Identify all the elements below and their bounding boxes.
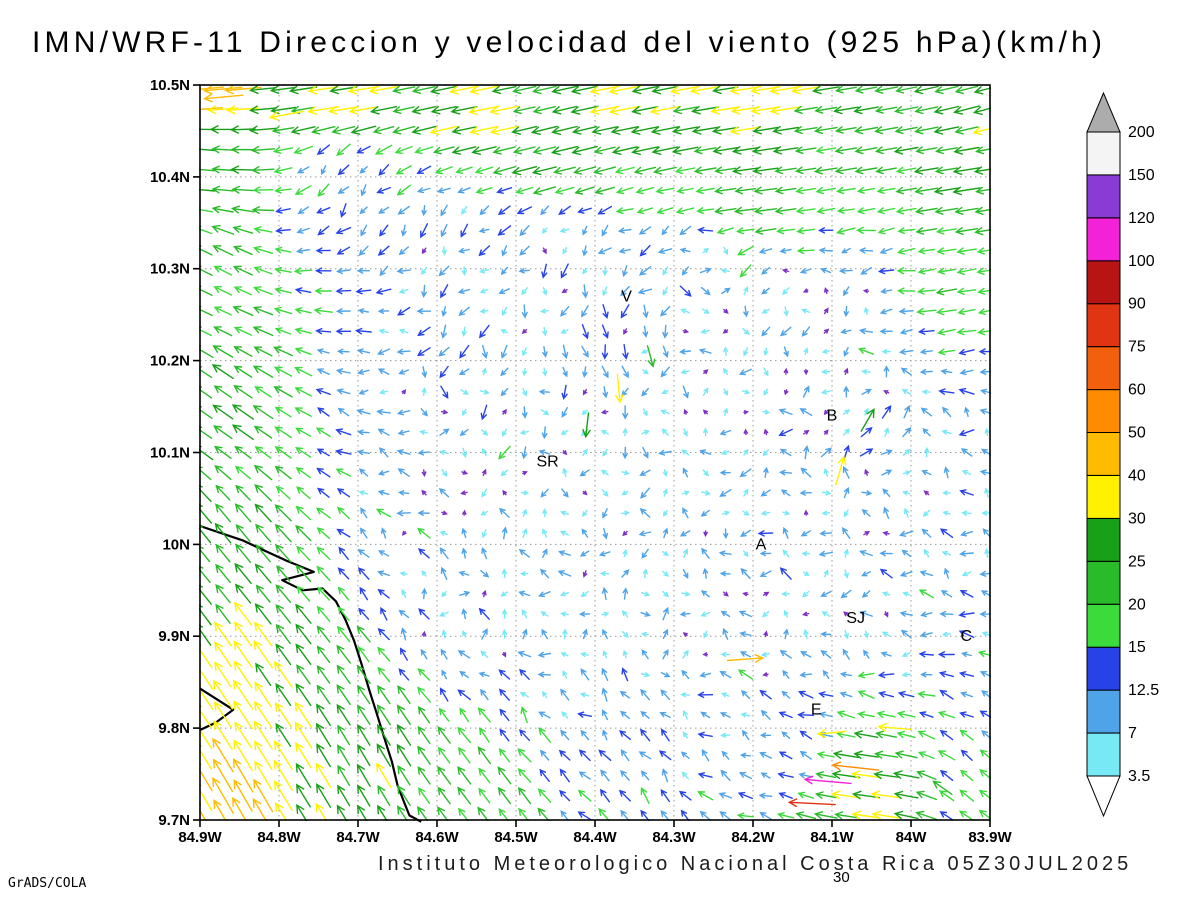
- colorbar-box: [1086, 174, 1121, 219]
- colorbar-box: [1086, 131, 1121, 176]
- colorbar-tick-label: 75: [1128, 339, 1146, 356]
- plot-title: IMN/WRF-11 Direccion y velocidad del vie…: [32, 26, 1107, 59]
- colorbar-labels: 3.5 7 12.5 15 20 25 30 40 50 60 75 90 100 120 150 200: [1128, 124, 1159, 785]
- colorbar-tick-label: 150: [1128, 167, 1155, 184]
- colorbar-box: [1086, 603, 1121, 648]
- colorbar-box: [1086, 432, 1121, 476]
- colorbar-box: [1086, 560, 1121, 605]
- colorbar-box: [1086, 517, 1121, 562]
- coastline: [199, 524, 422, 823]
- x-tick-label: 84.5W: [494, 829, 538, 846]
- colorbar-under-triangle: [1086, 775, 1121, 818]
- colorbar-box: [1086, 646, 1121, 691]
- colorbar-tick-label: 7: [1128, 725, 1137, 742]
- colorbar-tick-label: 50: [1128, 425, 1146, 442]
- grads-cola-credit: GrADS/COLA: [8, 876, 87, 891]
- station-label: E: [811, 702, 822, 719]
- colorbar-tick-label: 12.5: [1128, 682, 1159, 699]
- station-label: SR: [536, 454, 558, 471]
- colorbar-tick-label: 3.5: [1128, 768, 1150, 785]
- x-tick-label: 84.2W: [731, 829, 775, 846]
- y-tick-label: 10.3N: [150, 261, 190, 278]
- x-tick-label: 84.8W: [257, 829, 301, 846]
- station-labels: V B SR A SJ C E: [536, 288, 972, 718]
- colorbar-tick-label: 30: [1128, 510, 1146, 527]
- y-tick-label: 10.2N: [150, 353, 190, 370]
- colorbar-box: [1086, 732, 1121, 777]
- colorbar-box: [1086, 689, 1121, 734]
- station-label: A: [756, 536, 767, 553]
- x-tick-label: 84.3W: [652, 829, 696, 846]
- station-label: C: [961, 628, 973, 645]
- colorbar-tick-label: 200: [1128, 124, 1155, 141]
- x-tick-label: 84.9W: [178, 829, 222, 846]
- plot-frame: [193, 84, 991, 827]
- wind-arrows: [199, 85, 991, 821]
- footer-institute-text: Instituto Meteorologico Nacional Costa R…: [378, 853, 1133, 875]
- y-tick-label: 9.9N: [158, 628, 190, 645]
- colorbar-box: [1086, 475, 1121, 519]
- station-label: SJ: [846, 610, 865, 627]
- station-label: V: [621, 288, 632, 305]
- colorbar-tick-label: 15: [1128, 639, 1146, 656]
- y-tick-label: 10.5N: [150, 77, 190, 94]
- y-tick-label: 9.8N: [158, 720, 190, 737]
- colorbar-tick-label: 25: [1128, 553, 1146, 570]
- x-tick-label: 84.1W: [810, 829, 854, 846]
- x-tick-label: 84.4W: [573, 829, 617, 846]
- colorbar-tick-label: 40: [1128, 468, 1146, 485]
- colorbar-box: [1086, 260, 1121, 305]
- colorbar-box: [1086, 217, 1121, 262]
- colorbar-box: [1086, 389, 1121, 434]
- colorbar-tick-label: 90: [1128, 296, 1146, 313]
- colorbar-box: [1086, 346, 1121, 391]
- x-tick-label: 84W: [896, 829, 928, 846]
- colorbar-tick-label: 20: [1128, 596, 1146, 613]
- colorbar-box: [1086, 303, 1121, 348]
- x-tick-label: 83.9W: [968, 829, 1012, 846]
- colorbar-tick-label: 60: [1128, 382, 1146, 399]
- station-label: B: [827, 408, 838, 425]
- y-tick-label: 10N: [162, 536, 190, 553]
- colorbar-tick-label: 100: [1128, 253, 1155, 270]
- colorbar: [1086, 91, 1121, 818]
- colorbar-tick-label: 120: [1128, 210, 1155, 227]
- x-tick-label: 84.7W: [336, 829, 380, 846]
- y-tick-label: 10.1N: [150, 445, 190, 462]
- contour-label-30: 30: [833, 869, 850, 886]
- axis-labels: 84.9W 84.8W 84.7W 84.6W 84.5W 84.4W 84.3W 84.2W…: [150, 77, 1013, 846]
- colorbar-over-triangle: [1086, 91, 1121, 133]
- y-tick-label: 9.7N: [158, 812, 190, 829]
- y-tick-label: 10.4N: [150, 169, 190, 186]
- x-tick-label: 84.6W: [415, 829, 459, 846]
